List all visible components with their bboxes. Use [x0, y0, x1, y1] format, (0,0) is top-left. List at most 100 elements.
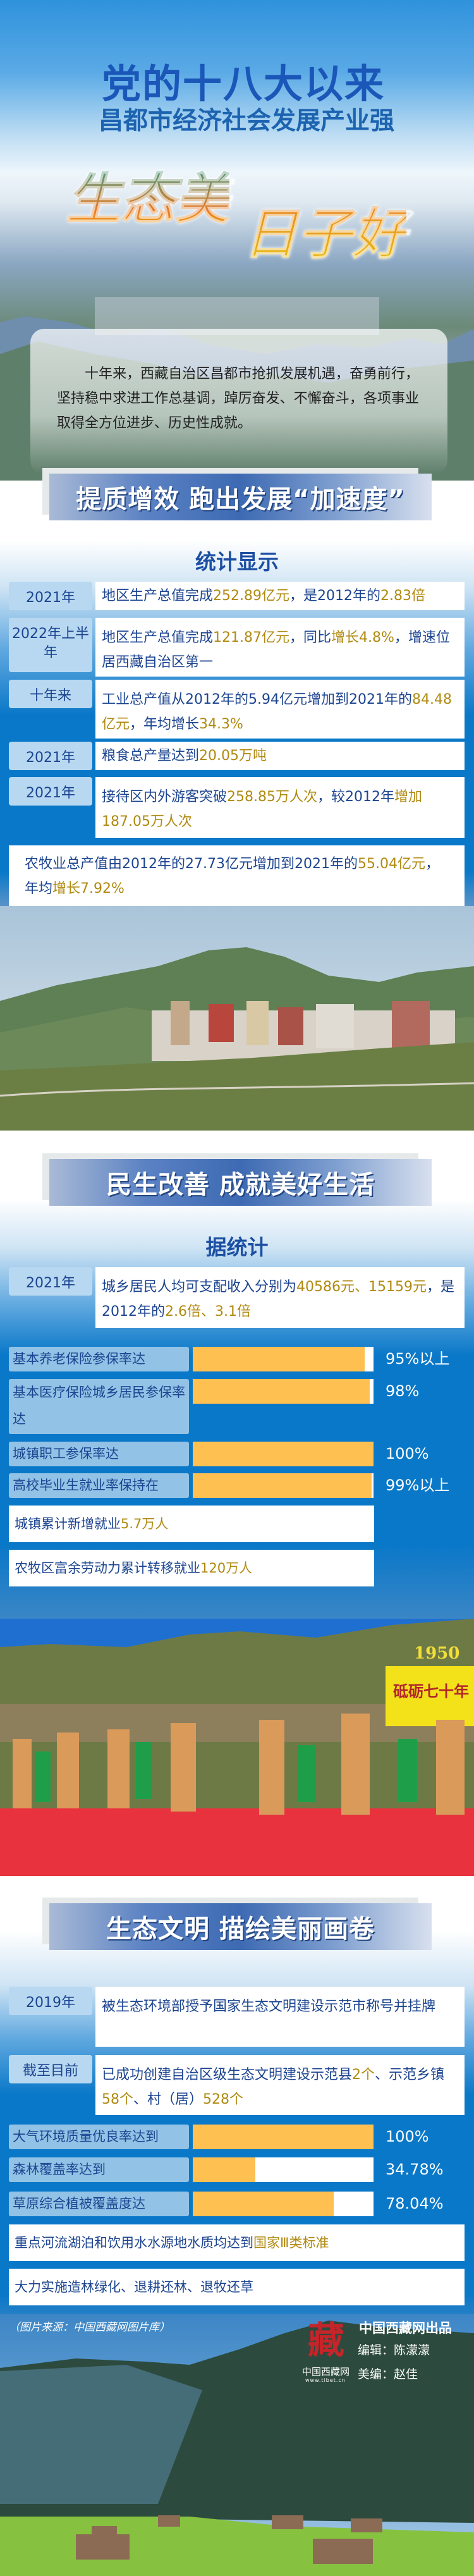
- bar-label: 基本养老保险参保率达: [9, 1347, 189, 1371]
- text-segment: ，同比: [289, 630, 332, 646]
- row-label: 2022年上半年: [9, 618, 92, 672]
- highlight-value: 121.87亿元: [213, 630, 289, 646]
- row-content: 粮食总产量达到20.05万吨: [95, 742, 465, 770]
- progress-fill: [193, 2125, 374, 2149]
- sign-text: 砥砺七十年: [393, 1683, 469, 1700]
- text-segment: 接待区内外游客突破: [102, 789, 228, 805]
- highlight-value: 252.89亿元: [213, 588, 289, 604]
- bar-value: 34.78%: [386, 2161, 444, 2178]
- highlight-value: 增长7.92%: [52, 881, 125, 897]
- row-label: 十年来: [9, 680, 92, 708]
- text-segment: 地区生产总值完成: [102, 630, 214, 646]
- page-subtitle: 昌都市经济社会发展产业强: [98, 107, 394, 135]
- text-segment: 重点河流湖泊和饮用水水源地水质均达到: [15, 2235, 253, 2250]
- bar-value: 98%: [386, 1382, 420, 1400]
- logo-url: www.tibet.cn: [305, 2377, 346, 2383]
- highlight-value: 34.3%: [199, 716, 243, 732]
- progress-bar: [193, 1442, 374, 1466]
- progress-fill: [193, 1442, 374, 1466]
- text-segment: ，年均: [25, 856, 439, 897]
- city-photo: [0, 906, 474, 1131]
- row-content: 城乡居民人均可支配收入分别为40586元、15159元，是2012年的2.6倍、…: [95, 1267, 465, 1328]
- text-segment: 城乡居民人均可支配收入分别为: [102, 1279, 297, 1295]
- section-1-subtitle: 统计显示: [195, 549, 279, 574]
- text-segment: 农牧业总产值由2012年的27.73亿元增加到2021年的: [25, 856, 358, 872]
- wide-row: 农牧业总产值由2012年的27.73亿元增加到2021年的55.04亿元，年均增…: [9, 845, 465, 906]
- bar-label: 城镇职工参保率达: [9, 1442, 189, 1466]
- highlight-value: 2.83倍: [380, 588, 425, 604]
- section-2-subtitle: 据统计: [205, 1235, 269, 1260]
- text-segment: 、示范乡镇: [375, 2067, 445, 2083]
- site-logo-icon: 藏: [307, 2319, 344, 2362]
- bar-label: 高校毕业生就业率保持在: [9, 1473, 189, 1498]
- slogan-part-1: 生态美: [66, 155, 230, 234]
- highlight-value: 2个: [352, 2067, 375, 2083]
- bar-label: 大气环境质量优良率达到: [9, 2125, 189, 2149]
- row-label: 2021年: [9, 1267, 92, 1296]
- bar-value: 78.04%: [386, 2195, 444, 2212]
- text-segment: ，增速位居西藏自治区第一: [102, 630, 450, 670]
- text-segment: ，较2012年: [317, 789, 394, 805]
- note-row: 城镇累计新增就业5.7万人: [9, 1506, 374, 1542]
- text-segment: 已成功创建自治区级生态文明建设示范县: [102, 2067, 353, 2083]
- wide-row: 大力实施造林绿化、退耕还林、退牧还草: [9, 2269, 465, 2305]
- text-segment: ，是2012年的: [289, 588, 380, 604]
- text-segment: 工业总产值从2012年的5.94亿元增加到2021年的: [102, 692, 412, 708]
- row-content: 工业总产值从2012年的5.94亿元增加到2021年的84.48亿元，年均增长3…: [95, 680, 465, 739]
- text-segment: 大力实施造林绿化、退耕还林、退牧还草: [15, 2279, 253, 2295]
- text-segment: ，年均增长: [130, 716, 200, 732]
- section-3-heading: 生态文明 描绘美丽画卷: [49, 1903, 432, 1950]
- row-content: 被生态环境部授予国家生态文明建设示范市称号并挂牌: [95, 1987, 465, 2047]
- bar-value: 95%以上: [386, 1350, 450, 1368]
- progress-bar: [193, 2125, 374, 2149]
- festival-photo: 1950 砥砺七十年: [0, 1619, 474, 1876]
- festival-illustration: [0, 1619, 474, 1876]
- progress-fill: [193, 1347, 365, 1371]
- section-2-banner: 民生改善 成就美好生活: [42, 1153, 432, 1206]
- text-segment: 农牧区富余劳动力累计转移就业: [15, 1561, 200, 1576]
- highlight-value: 5.7万人: [121, 1516, 169, 1531]
- progress-fill: [193, 1473, 372, 1498]
- progress-bar: [193, 1473, 374, 1498]
- city-landscape-illustration: [0, 906, 474, 1131]
- row-content: 地区生产总值完成121.87亿元，同比增长4.8%，增速位居西藏自治区第一: [95, 618, 465, 677]
- progress-fill: [193, 2192, 334, 2216]
- slogan-part-2: 日子好: [243, 190, 407, 269]
- designer: 美编：赵佳: [358, 2367, 418, 2381]
- bar-value: 99%以上: [386, 1476, 450, 1494]
- highlight-value: 40586元、15159元: [296, 1279, 427, 1295]
- bar-label: 基本医疗保险城乡居民参保率达: [9, 1379, 189, 1434]
- section-1-banner: 提质增效 跑出发展“加速度”: [42, 468, 432, 520]
- editor: 编辑：陈濛濛: [358, 2343, 430, 2357]
- valley-illustration: [0, 2314, 474, 2576]
- text-segment: 城镇累计新增就业: [15, 1516, 121, 1531]
- highlight-value: 增长4.8%: [331, 630, 394, 646]
- row-label: 2019年: [9, 1987, 92, 2015]
- intro-paragraph: 十年来，西藏自治区昌都市抢抓发展机遇，奋勇前行，坚持稳中求进工作总基调，踔厉奋发…: [30, 329, 447, 474]
- page-title: 党的十八大以来: [101, 61, 385, 107]
- row-label: 2021年: [9, 777, 92, 806]
- row-label: 截至目前: [9, 2055, 92, 2083]
- text-segment: 、村（居）: [133, 2092, 204, 2107]
- image-source: （图片来源：中国西藏网图片库）: [9, 2321, 170, 2334]
- progress-bar: [193, 1347, 374, 1371]
- publisher: 中国西藏网出品: [359, 2321, 452, 2336]
- highlight-value: 增加187.05万人次: [102, 789, 423, 830]
- row-content: 地区生产总值完成252.89亿元，是2012年的2.83倍: [95, 582, 465, 610]
- highlight-value: 55.04亿元: [357, 856, 425, 872]
- progress-bar: [193, 2157, 374, 2182]
- text-segment: 粮食总产量达到: [102, 748, 200, 764]
- bar-label: 森林覆盖率达到: [9, 2157, 189, 2182]
- bar-label: 草原综合植被覆盖度达: [9, 2192, 189, 2216]
- highlight-value: 58个: [102, 2092, 133, 2107]
- section-1-heading: 提质增效 跑出发展“加速度”: [49, 474, 432, 520]
- progress-bar: [193, 2192, 374, 2216]
- text-segment: 被生态环境部授予国家生态文明建设示范市称号并挂牌: [102, 1999, 436, 2015]
- note-row: 农牧区富余劳动力累计转移就业120万人: [9, 1550, 374, 1586]
- progress-fill: [193, 2157, 256, 2182]
- highlight-value: 84.48亿元: [102, 692, 452, 732]
- section-3-banner: 生态文明 描绘美丽画卷: [42, 1898, 432, 1950]
- text-segment: 地区生产总值完成: [102, 588, 214, 604]
- row-content: 已成功创建自治区级生态文明建设示范县2个、示范乡镇 58个、村（居）528个: [95, 2055, 465, 2115]
- highlight-value: 国家Ⅲ类标准: [253, 2235, 329, 2250]
